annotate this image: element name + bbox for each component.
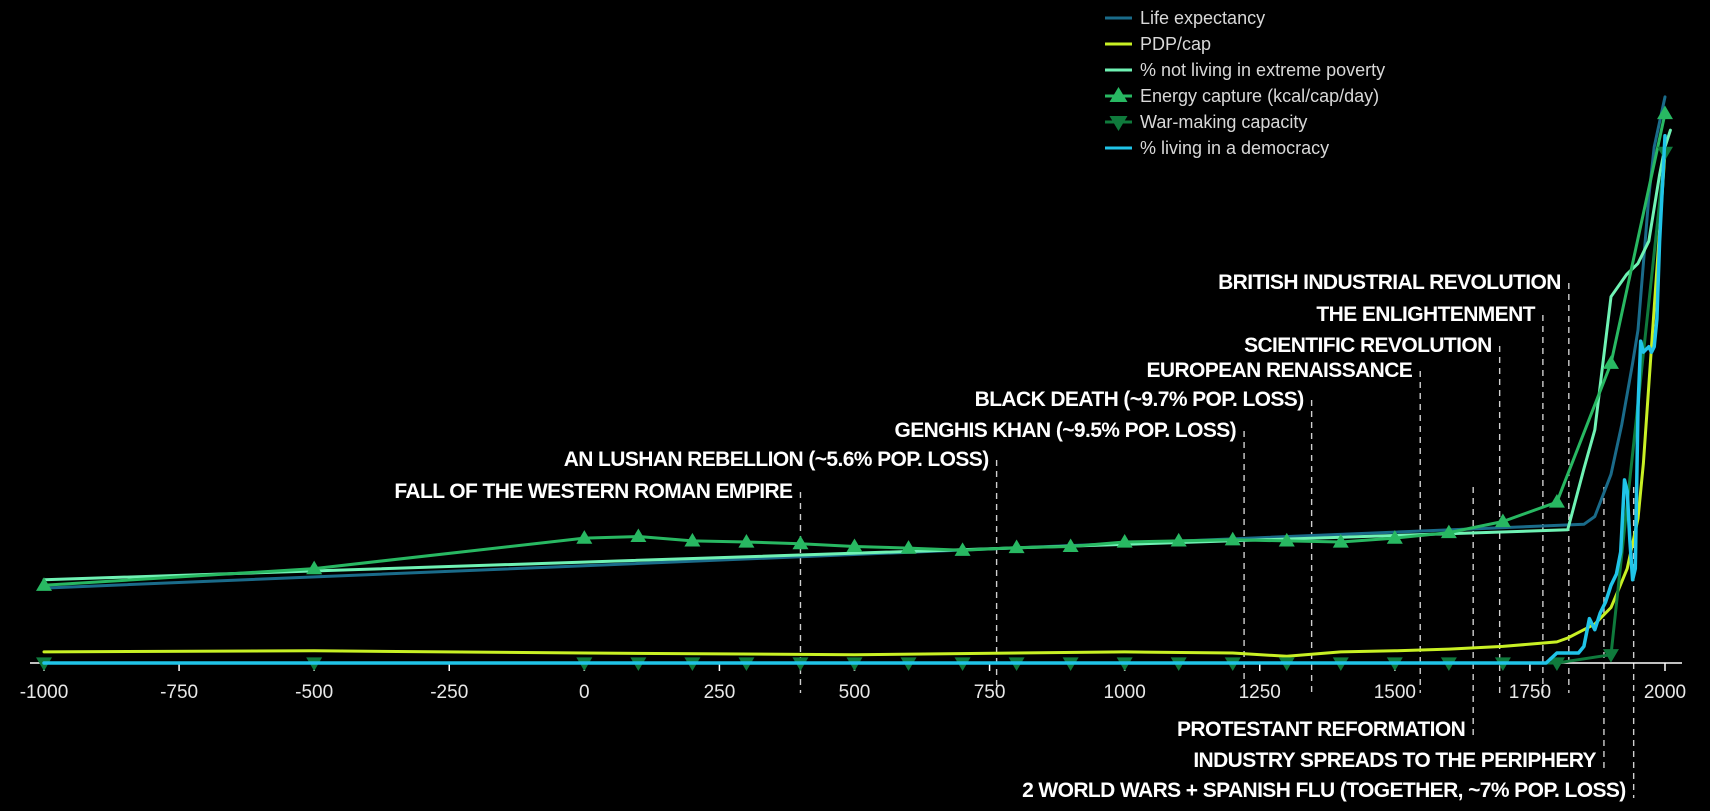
x-axis: -1000 -750 -500 -250 0 250 500 750 1000 1250 1500 1… (20, 662, 1686, 703)
annotation-label: AN LUSHAN REBELLION (~5.6% POP. LOSS) (564, 448, 989, 471)
data-point (1278, 532, 1295, 547)
x-tick-label: 1000 (1104, 682, 1146, 703)
annotation-label: INDUSTRY SPREADS TO THE PERIPHERY (1193, 749, 1596, 772)
series-3 (36, 105, 1673, 591)
legend-item: PDP/cap (1105, 34, 1211, 54)
x-tick-label: 1500 (1374, 682, 1416, 703)
annotation: SCIENTIFIC REVOLUTION (1244, 334, 1501, 693)
legend-item: Energy capture (kcal/cap/day) (1105, 86, 1379, 106)
data-point (1008, 539, 1025, 554)
data-point (1116, 534, 1133, 548)
legend-marker (1109, 87, 1128, 102)
legend-item: War-making capacity (1105, 112, 1307, 132)
data-point (306, 560, 323, 575)
legend-label: Energy capture (kcal/cap/day) (1140, 86, 1379, 106)
x-tick-label: 750 (974, 682, 1006, 703)
annotation: BRITISH INDUSTRIAL REVOLUTION (1218, 271, 1570, 693)
series-4 (36, 146, 1673, 671)
annotation-label: GENGHIS KHAN (~9.5% POP. LOSS) (894, 419, 1236, 442)
annotation: GENGHIS KHAN (~9.5% POP. LOSS) (894, 419, 1245, 693)
annotation-label: PROTESTANT REFORMATION (1177, 718, 1465, 741)
data-point (576, 530, 593, 544)
data-point (684, 532, 701, 547)
annotation: EUROPEAN RENAISSANCE (1147, 359, 1421, 693)
annotation-label: 2 WORLD WARS + SPANISH FLU (TOGETHER, ~7… (1022, 779, 1626, 802)
legend-marker (1109, 116, 1128, 131)
legend-label: War-making capacity (1140, 112, 1307, 132)
x-tick-label: 500 (839, 682, 871, 703)
annotation: FALL OF THE WESTERN ROMAN EMPIRE (394, 480, 802, 693)
data-point (1224, 531, 1241, 546)
series-line (42, 150, 1667, 665)
legend-label: Life expectancy (1140, 8, 1265, 28)
series-layer (36, 95, 1673, 671)
annotation-label: EUROPEAN RENAISSANCE (1147, 359, 1413, 382)
data-point (630, 528, 647, 543)
x-tick-label: 250 (704, 682, 736, 703)
annotation-label: SCIENTIFIC REVOLUTION (1244, 334, 1492, 357)
x-tick-label: 0 (579, 682, 590, 703)
data-point (900, 540, 917, 554)
annotation-label: BRITISH INDUSTRIAL REVOLUTION (1218, 271, 1561, 294)
legend-item: Life expectancy (1105, 8, 1265, 28)
annotation-label: FALL OF THE WESTERN ROMAN EMPIRE (394, 480, 793, 503)
annotation-layer: FALL OF THE WESTERN ROMAN EMPIRE AN LUSHA… (394, 271, 1635, 802)
data-point (1602, 649, 1619, 663)
data-point (1602, 355, 1619, 369)
annotation: AN LUSHAN REBELLION (~5.6% POP. LOSS) (564, 448, 998, 693)
legend: Life expectancy PDP/cap % not living in ex… (1105, 8, 1385, 158)
series-line (42, 134, 1667, 665)
series-line (42, 150, 1667, 658)
annotation-label: BLACK DEATH (~9.7% POP. LOSS) (975, 388, 1304, 411)
series-5 (42, 134, 1667, 665)
data-point (1548, 657, 1565, 671)
series-1 (42, 150, 1667, 658)
legend-label: PDP/cap (1140, 34, 1211, 54)
annotation: PROTESTANT REFORMATION (1177, 487, 1474, 741)
x-tick-label: -250 (430, 682, 468, 703)
annotation: INDUSTRY SPREADS TO THE PERIPHERY (1193, 487, 1605, 772)
legend-label: % not living in extreme poverty (1140, 60, 1385, 80)
annotation: 2 WORLD WARS + SPANISH FLU (TOGETHER, ~7… (1022, 487, 1635, 802)
data-point (1494, 513, 1511, 528)
data-point (954, 542, 971, 556)
x-tick-label: 2000 (1644, 682, 1686, 703)
data-point (1440, 524, 1457, 539)
data-point (1170, 532, 1187, 547)
data-point (1332, 534, 1349, 548)
x-tick-label: -750 (160, 682, 198, 703)
data-point (1386, 530, 1403, 544)
data-point (1548, 494, 1565, 508)
legend-item: % not living in extreme poverty (1105, 60, 1385, 80)
legend-label: % living in a democracy (1140, 138, 1329, 158)
annotation-label: THE ENLIGHTENMENT (1316, 303, 1535, 326)
annotation: BLACK DEATH (~9.7% POP. LOSS) (975, 388, 1313, 693)
data-point (36, 577, 52, 591)
x-tick-label: 1750 (1509, 682, 1551, 703)
annotation: THE ENLIGHTENMENT (1316, 303, 1544, 693)
x-tick-label: -1000 (20, 682, 69, 703)
data-point (738, 534, 755, 548)
x-tick-label: -500 (295, 682, 333, 703)
data-point (792, 535, 809, 550)
data-point (1062, 538, 1079, 553)
x-tick-label: 1250 (1239, 682, 1281, 703)
legend-item: % living in a democracy (1105, 138, 1329, 158)
data-point (846, 538, 863, 553)
data-point (1657, 105, 1673, 120)
